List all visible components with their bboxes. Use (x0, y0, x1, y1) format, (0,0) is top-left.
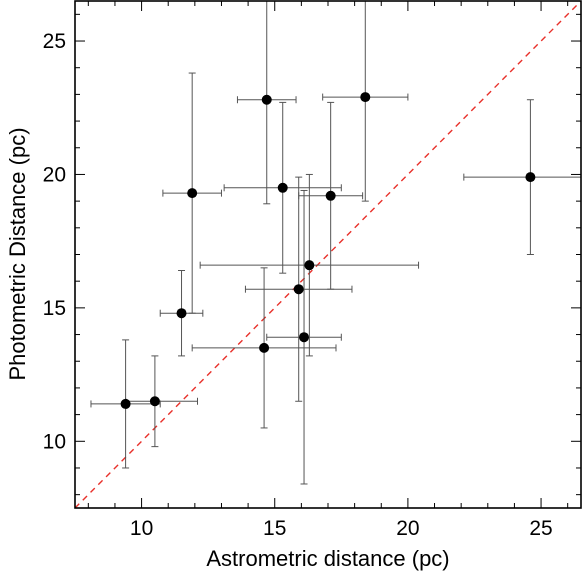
y-tick-label-20: 20 (43, 163, 66, 186)
data-point-11 (325, 190, 336, 201)
y-tick-label-15: 15 (43, 297, 66, 320)
x-tick-label-15: 15 (263, 517, 286, 540)
y-tick-label-25: 25 (43, 30, 66, 53)
reference-line-y-equals-x (75, 1, 581, 508)
data-point-8 (293, 284, 304, 295)
data-point-1 (120, 398, 131, 409)
data-point-2 (149, 396, 160, 407)
data-point-3 (176, 308, 187, 319)
data-point-10 (304, 260, 315, 271)
x-axis-title: Astrometric distance (pc) (206, 546, 449, 571)
x-tick-label-10: 10 (130, 517, 153, 540)
y-tick-label-10: 10 (43, 430, 66, 453)
data-point-13 (525, 172, 536, 183)
data-point-7 (277, 182, 288, 193)
data-point-9 (299, 332, 310, 343)
data-point-4 (187, 188, 198, 199)
data-point-5 (259, 342, 270, 353)
y-axis-title: Photometric Distance (pc) (5, 127, 30, 380)
x-tick-label-25: 25 (529, 517, 552, 540)
data-point-12 (360, 92, 371, 103)
x-tick-label-20: 20 (396, 517, 419, 540)
data-point-6 (261, 94, 272, 105)
